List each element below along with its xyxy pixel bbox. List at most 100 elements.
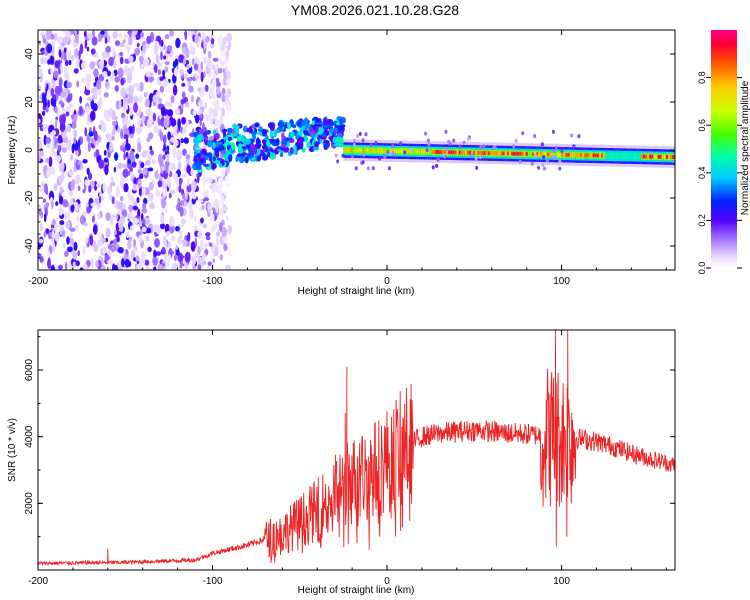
noise-speck	[120, 128, 124, 140]
noise-speck	[177, 201, 181, 213]
noise-speck	[165, 101, 171, 107]
band-segment	[345, 148, 348, 152]
noise-speck	[86, 120, 90, 126]
noise-speck	[160, 222, 165, 230]
burst-cluster	[228, 154, 233, 162]
noise-speck	[96, 135, 102, 143]
noise-speck	[132, 30, 138, 36]
band-segment	[500, 151, 503, 156]
band-segment	[550, 152, 553, 157]
noise-speck	[165, 230, 171, 237]
noise-speck	[210, 245, 215, 254]
noise-speck	[80, 215, 85, 225]
noise-speck	[560, 149, 564, 154]
noise-speck	[64, 261, 68, 270]
band-segment	[546, 152, 549, 157]
noise-speck	[425, 148, 429, 153]
noise-speck	[200, 71, 204, 83]
noise-speck	[61, 146, 67, 153]
noise-speck	[144, 187, 150, 196]
noise-speck	[96, 79, 102, 90]
noise-speck	[167, 109, 174, 117]
noise-speck	[73, 137, 77, 145]
noise-speck	[226, 88, 232, 98]
noise-speck	[152, 112, 157, 122]
noise-speck	[133, 177, 138, 186]
noise-speck	[140, 63, 146, 70]
noise-speck	[43, 101, 48, 108]
noise-speck	[70, 199, 73, 205]
band-segment	[368, 148, 371, 153]
noise-speck	[43, 231, 47, 238]
noise-speck	[369, 143, 373, 148]
noise-speck	[65, 221, 71, 229]
noise-speck	[105, 237, 109, 243]
burst-cluster	[267, 122, 273, 128]
noise-speck	[202, 191, 208, 196]
noise-speck	[100, 265, 106, 270]
noise-speck	[197, 256, 203, 265]
noise-speck	[82, 189, 86, 194]
band-segment	[609, 153, 612, 158]
band-segment	[439, 150, 442, 154]
noise-speck	[38, 118, 41, 124]
noise-speck	[58, 100, 64, 105]
band-segment	[412, 149, 415, 154]
noise-speck	[163, 117, 170, 129]
noise-speck	[86, 206, 91, 214]
noise-speck	[106, 85, 110, 90]
band-segment	[557, 152, 560, 157]
noise-speck	[362, 152, 366, 157]
noise-speck	[180, 218, 187, 225]
noise-speck	[134, 246, 138, 252]
noise-speck	[570, 133, 574, 138]
band-segment	[540, 152, 543, 157]
noise-speck	[73, 241, 78, 251]
noise-speck	[115, 213, 118, 221]
band-segment	[452, 150, 455, 155]
noise-speck	[190, 167, 195, 176]
noise-speck	[83, 263, 88, 270]
noise-speck	[219, 208, 224, 216]
band-segment	[460, 150, 463, 155]
noise-speck	[139, 94, 143, 103]
band-segment	[569, 153, 572, 157]
band-segment	[615, 154, 618, 158]
burst-cluster	[247, 152, 255, 159]
noise-speck	[66, 140, 71, 151]
band-segment	[523, 152, 526, 156]
noise-speck	[59, 161, 65, 172]
band-segment	[665, 155, 669, 159]
band-segment	[490, 151, 493, 156]
noise-speck	[175, 249, 180, 256]
noise-speck	[154, 238, 160, 248]
noise-speck	[226, 78, 231, 87]
noise-speck	[132, 124, 135, 135]
noise-speck	[371, 166, 375, 171]
noise-speck	[136, 196, 140, 204]
noise-speck	[462, 140, 466, 145]
band-segment	[469, 150, 472, 155]
noise-speck	[116, 202, 121, 208]
noise-speck	[133, 95, 139, 104]
noise-speck	[45, 228, 50, 235]
noise-speck	[204, 84, 209, 93]
noise-speck	[174, 254, 177, 261]
noise-speck	[132, 183, 137, 191]
noise-speck	[478, 155, 482, 160]
noise-speck	[46, 89, 52, 99]
noise-speck	[55, 118, 58, 129]
noise-speck	[169, 250, 175, 255]
noise-speck	[190, 241, 196, 252]
burst-cluster	[232, 123, 237, 129]
noise-speck	[120, 215, 125, 225]
noise-speck	[424, 131, 428, 136]
noise-speck	[167, 131, 172, 141]
noise-speck	[148, 181, 154, 191]
noise-speck	[193, 225, 198, 232]
band-segment	[485, 151, 489, 155]
band-segment	[653, 154, 656, 159]
noise-speck	[187, 177, 190, 187]
noise-speck	[135, 255, 140, 262]
band-segment	[613, 153, 616, 158]
